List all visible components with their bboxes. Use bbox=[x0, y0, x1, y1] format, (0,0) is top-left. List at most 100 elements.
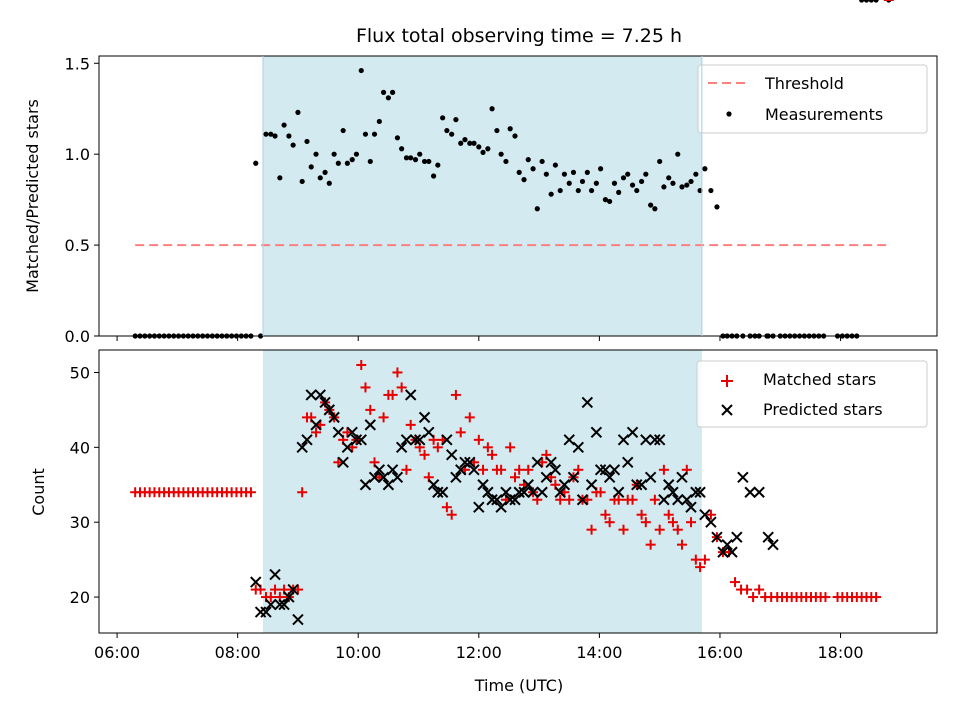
matched-point bbox=[405, 419, 416, 430]
predicted-point bbox=[464, 456, 476, 469]
bottom-legend-box bbox=[696, 360, 928, 428]
predicted-point bbox=[685, 501, 697, 513]
measurement-point bbox=[575, 187, 581, 194]
legend-predicted-label: Predicted stars bbox=[763, 400, 883, 419]
predicted-point bbox=[705, 516, 717, 528]
predicted-point bbox=[518, 486, 530, 498]
predicted-point bbox=[409, 434, 422, 446]
predicted-point bbox=[731, 531, 743, 543]
matched-point bbox=[667, 517, 678, 528]
measurement-point bbox=[670, 180, 676, 186]
measurement-point bbox=[512, 133, 518, 139]
measurement-point bbox=[543, 171, 549, 177]
predicted-point bbox=[612, 486, 625, 498]
measurement-point bbox=[539, 158, 545, 165]
predicted-point bbox=[563, 434, 575, 446]
predicted-point bbox=[332, 426, 345, 439]
bottom-y-axis-label: Count bbox=[29, 468, 48, 516]
predicted-point bbox=[690, 486, 702, 498]
measurement-point bbox=[498, 151, 504, 157]
matched-point bbox=[360, 382, 371, 393]
measurement-point bbox=[458, 140, 464, 146]
matched-point bbox=[478, 464, 489, 475]
predicted-point bbox=[341, 441, 354, 454]
measurement-point bbox=[281, 122, 287, 128]
predicted-points bbox=[250, 389, 779, 626]
matched-point bbox=[555, 494, 566, 505]
measurement-point bbox=[702, 166, 708, 172]
predicted-point bbox=[495, 501, 507, 513]
predicted-point bbox=[631, 479, 643, 491]
measurement-point bbox=[480, 149, 486, 155]
measurement-point bbox=[453, 117, 459, 123]
predicted-point bbox=[640, 434, 652, 446]
predicted-point bbox=[455, 464, 467, 476]
predicted-point bbox=[404, 389, 417, 401]
predicted-point bbox=[500, 486, 512, 498]
predicted-point bbox=[269, 568, 281, 581]
measurement-point bbox=[353, 151, 360, 157]
matched-point bbox=[441, 502, 452, 513]
predicted-point bbox=[522, 479, 534, 491]
top-y-tick-label: 0.5 bbox=[65, 236, 90, 255]
measurement-point bbox=[597, 166, 604, 172]
matched-point bbox=[514, 464, 525, 475]
measurement-point bbox=[331, 151, 337, 157]
measurement-point bbox=[367, 158, 373, 165]
matched-point bbox=[695, 562, 706, 573]
top-plot-frame bbox=[98, 55, 938, 337]
measurement-point bbox=[648, 202, 654, 208]
predicted-point bbox=[667, 486, 679, 498]
matched-point bbox=[618, 524, 629, 535]
predicted-point bbox=[753, 486, 765, 498]
measurement-point bbox=[403, 155, 410, 161]
predicted-point bbox=[626, 426, 639, 439]
measurement-point bbox=[394, 135, 401, 141]
predicted-point bbox=[482, 486, 494, 498]
measurement-point bbox=[620, 175, 627, 181]
measurement-point bbox=[380, 89, 387, 95]
top-y-tick-label: 0.0 bbox=[65, 327, 90, 346]
predicted-point bbox=[681, 494, 693, 506]
predicted-point bbox=[319, 396, 331, 409]
predicted-point bbox=[549, 464, 562, 476]
measurement-point bbox=[322, 169, 328, 175]
predicted-point bbox=[310, 419, 322, 431]
measurement-point bbox=[349, 157, 355, 163]
predicted-point bbox=[423, 426, 435, 439]
measurement-point bbox=[371, 131, 378, 137]
measurement-point bbox=[625, 171, 631, 177]
predicted-point bbox=[265, 598, 277, 611]
matched-point bbox=[378, 412, 389, 423]
x-tick-label: 16:00 bbox=[697, 643, 743, 662]
measurement-point bbox=[534, 206, 540, 212]
measurement-point bbox=[503, 158, 509, 165]
matched-point bbox=[627, 494, 638, 505]
measurement-point bbox=[485, 146, 491, 152]
predicted-point bbox=[400, 434, 413, 446]
matched-point bbox=[509, 472, 520, 483]
measurement-point bbox=[863, 0, 870, 3]
measurement-point bbox=[661, 184, 667, 190]
x-tick-label: 14:00 bbox=[576, 643, 622, 662]
matched-point bbox=[333, 457, 344, 468]
measurement-point bbox=[317, 175, 323, 181]
predicted-point bbox=[572, 441, 584, 454]
measurement-point bbox=[652, 206, 658, 212]
predicted-point bbox=[250, 576, 262, 588]
predicted-point bbox=[350, 434, 363, 446]
matched-point bbox=[699, 554, 710, 565]
matched-point bbox=[649, 494, 660, 505]
predicted-point bbox=[531, 456, 543, 469]
predicted-point bbox=[468, 464, 480, 476]
legend-matched-label: Matched stars bbox=[763, 370, 876, 389]
bottom-y-tick-label: 20 bbox=[70, 588, 90, 607]
matched-point bbox=[604, 517, 615, 528]
measurement-point bbox=[344, 160, 350, 166]
top-legend-box bbox=[697, 64, 928, 134]
predicted-point bbox=[554, 486, 566, 498]
measurement-point bbox=[566, 180, 572, 186]
measurement-point bbox=[521, 177, 527, 183]
measurement-point bbox=[253, 160, 259, 166]
matched-point bbox=[387, 389, 398, 400]
